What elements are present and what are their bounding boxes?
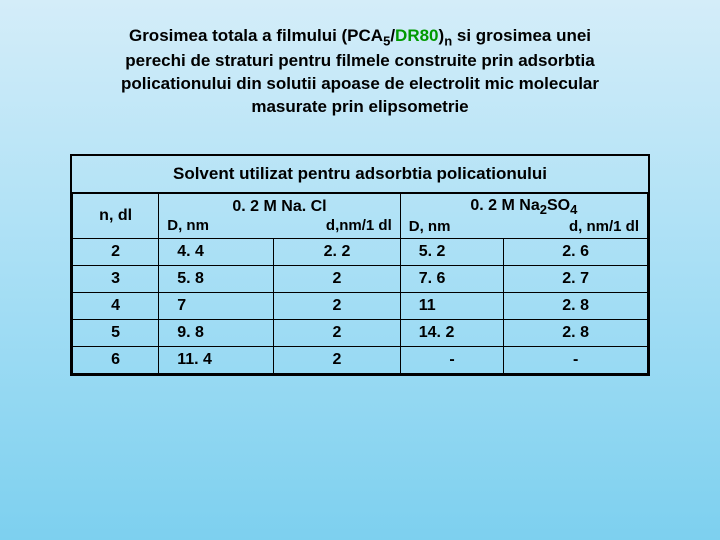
cell-n: 3	[73, 265, 159, 292]
cell-n: 6	[73, 346, 159, 373]
cell-n: 2	[73, 238, 159, 265]
table-header-row: n, dl 0. 2 M Na. Cl D, nm d,nm/1 dl 0. 2…	[73, 194, 648, 239]
table-row: 59. 8214. 22. 8	[73, 319, 648, 346]
cell-d1: 7	[159, 292, 274, 319]
cell-d3: 7. 6	[400, 265, 504, 292]
cell-n: 4	[73, 292, 159, 319]
slide-title: Grosimea totala a filmului (PCA5/DR80)n …	[60, 25, 660, 119]
cell-d1: 4. 4	[159, 238, 274, 265]
col-group-nacl: 0. 2 M Na. Cl D, nm d,nm/1 dl	[159, 194, 401, 239]
col-group-na2so4: 0. 2 M Na2SO4 D, nm d, nm/1 dl	[400, 194, 647, 239]
table-row: 35. 827. 62. 7	[73, 265, 648, 292]
table-row: 611. 42--	[73, 346, 648, 373]
cell-d2: 2	[274, 346, 401, 373]
col-header-n: n, dl	[73, 194, 159, 239]
table-row: 24. 42. 25. 22. 6	[73, 238, 648, 265]
cell-d1: 11. 4	[159, 346, 274, 373]
cell-d4: -	[504, 346, 648, 373]
cell-d1: 9. 8	[159, 319, 274, 346]
cell-d2: 2	[274, 319, 401, 346]
cell-d2: 2. 2	[274, 238, 401, 265]
cell-d2: 2	[274, 265, 401, 292]
table-row: 472112. 8	[73, 292, 648, 319]
cell-d2: 2	[274, 292, 401, 319]
cell-d4: 2. 8	[504, 319, 648, 346]
cell-d4: 2. 6	[504, 238, 648, 265]
data-table: Solvent utilizat pentru adsorbtia polica…	[70, 154, 650, 376]
cell-n: 5	[73, 319, 159, 346]
table-merged-header: Solvent utilizat pentru adsorbtia polica…	[72, 156, 648, 194]
cell-d3: 11	[400, 292, 504, 319]
cell-d4: 2. 8	[504, 292, 648, 319]
cell-d3: 5. 2	[400, 238, 504, 265]
cell-d3: -	[400, 346, 504, 373]
cell-d4: 2. 7	[504, 265, 648, 292]
cell-d1: 5. 8	[159, 265, 274, 292]
cell-d3: 14. 2	[400, 319, 504, 346]
